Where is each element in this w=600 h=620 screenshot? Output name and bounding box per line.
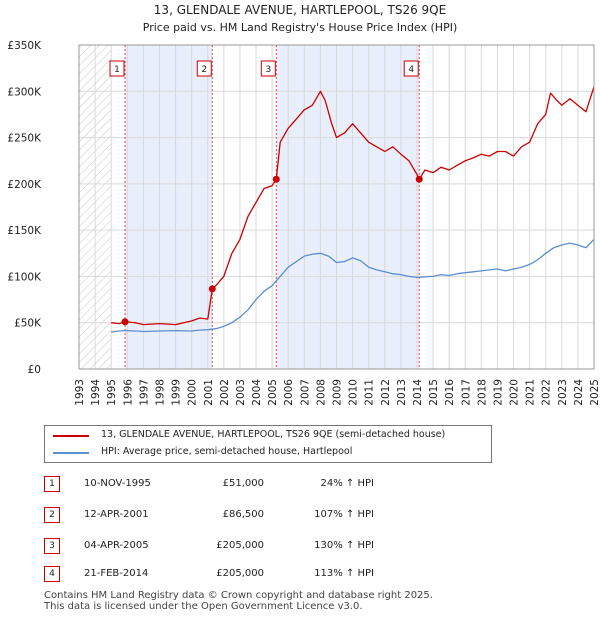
y-tick-label: £0 bbox=[28, 364, 41, 376]
x-tick-label: 2008 bbox=[315, 379, 327, 406]
transaction-number: 1 bbox=[44, 476, 60, 492]
x-tick-label: 2007 bbox=[299, 379, 311, 406]
footer-attribution: Contains HM Land Registry data © Crown c… bbox=[44, 590, 433, 612]
sale-point bbox=[272, 175, 280, 183]
transaction-date: 10-NOV-1995 bbox=[84, 478, 151, 489]
y-tick-label: £350K bbox=[7, 40, 42, 52]
x-tick-label: 2010 bbox=[348, 379, 360, 406]
legend-swatch-property bbox=[53, 435, 89, 437]
chart-legend: 13, GLENDALE AVENUE, HARTLEPOOL, TS26 9Q… bbox=[44, 425, 492, 463]
x-tick-label: 1993 bbox=[74, 379, 86, 406]
y-tick-label: £300K bbox=[7, 86, 42, 98]
x-tick-label: 2014 bbox=[412, 379, 424, 406]
footer-line-1: Contains HM Land Registry data © Crown c… bbox=[44, 590, 433, 601]
x-tick-label: 1999 bbox=[171, 379, 183, 406]
sale-marker-label: 1 bbox=[114, 65, 120, 75]
transaction-hpi-change: 107% ↑ HPI bbox=[314, 509, 374, 520]
x-tick-label: 2025 bbox=[589, 379, 600, 406]
sale-marker-box bbox=[260, 60, 276, 77]
x-tick-label: 2009 bbox=[332, 379, 344, 406]
sale-marker-label: 2 bbox=[201, 65, 207, 75]
shaded-range bbox=[276, 45, 420, 369]
x-tick-label: 2019 bbox=[492, 379, 504, 406]
chart-subtitle: Price paid vs. HM Land Registry's House … bbox=[143, 21, 458, 34]
price-chart: 13, GLENDALE AVENUE, HARTLEPOOL, TS26 9Q… bbox=[7, 3, 600, 406]
x-tick-label: 2012 bbox=[380, 379, 392, 406]
x-tick-label: 2013 bbox=[396, 379, 408, 406]
x-tick-label: 2015 bbox=[428, 379, 440, 406]
transaction-number: 2 bbox=[44, 507, 60, 523]
transaction-price: £86,500 bbox=[222, 509, 264, 520]
legend-swatch-hpi bbox=[53, 452, 89, 454]
sale-point bbox=[208, 285, 216, 293]
x-tick-label: 1998 bbox=[154, 379, 166, 406]
legend-label-property: 13, GLENDALE AVENUE, HARTLEPOOL, TS26 9Q… bbox=[101, 429, 446, 440]
transaction-price: £51,000 bbox=[222, 478, 264, 489]
sale-marker-box bbox=[109, 60, 125, 77]
x-tick-label: 1996 bbox=[122, 379, 134, 406]
transaction-date: 04-APR-2005 bbox=[84, 540, 149, 551]
x-tick-label: 2005 bbox=[267, 379, 279, 406]
sale-point bbox=[415, 175, 423, 183]
y-tick-label: £150K bbox=[7, 225, 42, 237]
y-tick-label: £200K bbox=[7, 179, 42, 191]
x-tick-label: 2006 bbox=[283, 379, 295, 406]
transaction-hpi-change: 130% ↑ HPI bbox=[314, 540, 374, 551]
transaction-hpi-change: 24% ↑ HPI bbox=[320, 478, 374, 489]
plot-frame bbox=[78, 44, 595, 370]
sale-marker-label: 3 bbox=[265, 65, 271, 75]
y-tick-label: £250K bbox=[7, 133, 42, 145]
x-tick-label: 2016 bbox=[444, 379, 456, 406]
x-tick-label: 2024 bbox=[573, 379, 585, 406]
chart-svg: 13, GLENDALE AVENUE, HARTLEPOOL, TS26 9Q… bbox=[7, 3, 600, 406]
y-tick-label: £50K bbox=[14, 318, 42, 330]
x-tick-label: 2000 bbox=[187, 379, 199, 406]
x-tick-label: 2003 bbox=[235, 379, 247, 406]
transaction-hpi-change: 113% ↑ HPI bbox=[314, 568, 374, 579]
x-tick-label: 2022 bbox=[541, 379, 553, 406]
legend-label-hpi: HPI: Average price, semi-detached house,… bbox=[101, 446, 353, 457]
sale-marker-label: 4 bbox=[408, 65, 414, 75]
transaction-number: 4 bbox=[44, 566, 60, 582]
x-tick-label: 2021 bbox=[525, 379, 537, 406]
x-tick-label: 1997 bbox=[138, 379, 150, 406]
footer-line-2: This data is licensed under the Open Gov… bbox=[44, 601, 363, 612]
x-tick-label: 1994 bbox=[90, 379, 102, 406]
x-tick-label: 2023 bbox=[557, 379, 569, 406]
x-tick-label: 2001 bbox=[203, 379, 215, 406]
chart-title: 13, GLENDALE AVENUE, HARTLEPOOL, TS26 9Q… bbox=[154, 3, 446, 17]
transaction-price: £205,000 bbox=[216, 540, 264, 551]
sale-point bbox=[121, 318, 129, 326]
transaction-price: £205,000 bbox=[216, 568, 264, 579]
x-tick-label: 2004 bbox=[251, 379, 263, 406]
series-line-hpi bbox=[111, 238, 595, 333]
x-tick-label: 2002 bbox=[219, 379, 231, 406]
sale-marker-box bbox=[196, 60, 212, 77]
x-tick-label: 2011 bbox=[364, 379, 376, 406]
y-tick-label: £100K bbox=[7, 271, 42, 283]
shaded-range bbox=[125, 45, 213, 369]
x-tick-label: 2020 bbox=[509, 379, 521, 406]
sale-marker-box bbox=[403, 60, 419, 77]
x-tick-label: 2018 bbox=[476, 379, 488, 406]
transaction-number: 3 bbox=[44, 538, 60, 554]
x-tick-label: 2017 bbox=[460, 379, 472, 406]
transaction-date: 21-FEB-2014 bbox=[84, 568, 149, 579]
x-tick-label: 1995 bbox=[106, 379, 118, 406]
transaction-date: 12-APR-2001 bbox=[84, 509, 149, 520]
